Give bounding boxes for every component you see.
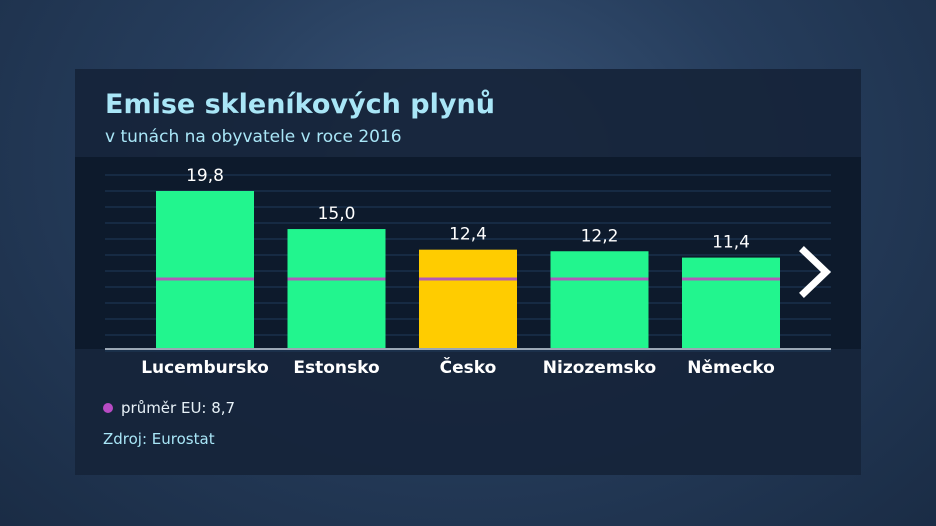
chevron-right-icon[interactable] bbox=[799, 246, 832, 298]
category-label: Nizozemsko bbox=[543, 358, 656, 378]
legend-label: průměr EU: 8,7 bbox=[121, 399, 236, 417]
chart-panel: Emise skleníkových plynů v tunách na oby… bbox=[75, 69, 861, 475]
bar bbox=[287, 229, 386, 348]
bar bbox=[550, 251, 649, 348]
eu-average-dot bbox=[103, 403, 113, 413]
chart-title: Emise skleníkových plynů bbox=[105, 89, 495, 120]
legend: průměr EU: 8,7 bbox=[103, 399, 235, 417]
value-label: 11,4 bbox=[712, 233, 750, 253]
bar bbox=[156, 190, 254, 348]
category-label: Česko bbox=[440, 356, 497, 378]
value-label: 15,0 bbox=[318, 204, 356, 224]
source-label: Zdroj: Eurostat bbox=[103, 430, 215, 448]
category-label: Estonsko bbox=[293, 358, 379, 378]
value-label: 12,4 bbox=[449, 225, 487, 245]
bar-chart: 19,8 Lucembursko 15,0 Estonsko 12,4 Česko 12,2… bbox=[105, 166, 832, 378]
bar bbox=[682, 257, 780, 348]
value-label: 19,8 bbox=[186, 166, 224, 186]
value-label: 12,2 bbox=[581, 226, 619, 246]
chart-subtitle: v tunách na obyvatele v roce 2016 bbox=[105, 127, 402, 147]
category-label: Lucembursko bbox=[141, 358, 269, 378]
bar bbox=[419, 249, 517, 348]
category-label: Německo bbox=[687, 358, 775, 378]
